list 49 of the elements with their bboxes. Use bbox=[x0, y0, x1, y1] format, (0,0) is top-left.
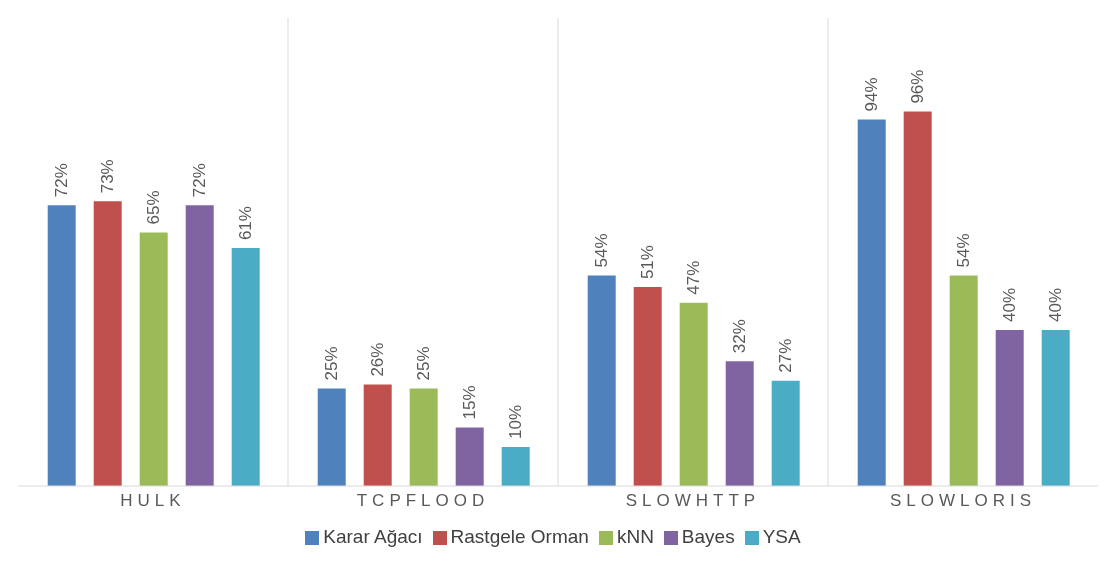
x-tick-label: TCPFLOOD bbox=[356, 491, 490, 511]
data-label: 54% bbox=[592, 233, 612, 268]
bar bbox=[633, 287, 662, 486]
data-label: 72% bbox=[52, 163, 72, 198]
bar bbox=[995, 330, 1024, 486]
legend-label: Bayes bbox=[681, 526, 735, 547]
bar bbox=[139, 232, 168, 486]
legend-label: YSA bbox=[762, 526, 801, 547]
data-label: 26% bbox=[368, 342, 388, 377]
x-tick-label: HULK bbox=[120, 491, 186, 511]
data-label: 32% bbox=[730, 319, 750, 354]
data-label: 94% bbox=[862, 77, 882, 112]
bar bbox=[587, 275, 616, 486]
data-label: 10% bbox=[506, 404, 526, 439]
bar bbox=[679, 302, 708, 486]
data-label: 25% bbox=[414, 346, 434, 381]
x-tick-label: SLOWLORIS bbox=[889, 491, 1037, 511]
data-label: 27% bbox=[776, 338, 796, 373]
bar bbox=[455, 427, 484, 486]
bar bbox=[725, 361, 754, 486]
bar bbox=[231, 248, 260, 486]
bar bbox=[317, 388, 346, 486]
data-label: 96% bbox=[908, 69, 928, 104]
bar bbox=[1041, 330, 1070, 486]
bar bbox=[409, 388, 438, 486]
legend-label: kNN bbox=[616, 526, 654, 547]
data-label: 25% bbox=[322, 346, 342, 381]
data-label: 65% bbox=[144, 190, 164, 225]
legend-label: Rastgele Orman bbox=[450, 526, 589, 547]
bar bbox=[857, 119, 886, 486]
data-label: 72% bbox=[190, 163, 210, 198]
bar bbox=[47, 205, 76, 486]
bar bbox=[949, 275, 978, 486]
bar bbox=[771, 380, 800, 486]
data-label: 47% bbox=[684, 260, 704, 295]
data-label: 61% bbox=[236, 206, 256, 241]
data-label: 15% bbox=[460, 385, 480, 420]
data-label: 40% bbox=[1046, 287, 1066, 322]
bar bbox=[501, 447, 530, 486]
bar bbox=[363, 384, 392, 486]
bar bbox=[185, 205, 214, 486]
data-label: 73% bbox=[98, 159, 118, 194]
x-tick-label: SLOWHTTP bbox=[625, 491, 761, 511]
bar bbox=[903, 111, 932, 486]
data-label: 40% bbox=[1000, 287, 1020, 322]
legend-label: Karar Ağacı bbox=[323, 526, 423, 547]
bar bbox=[93, 201, 122, 486]
data-label: 54% bbox=[954, 233, 974, 268]
data-label: 51% bbox=[638, 245, 658, 280]
